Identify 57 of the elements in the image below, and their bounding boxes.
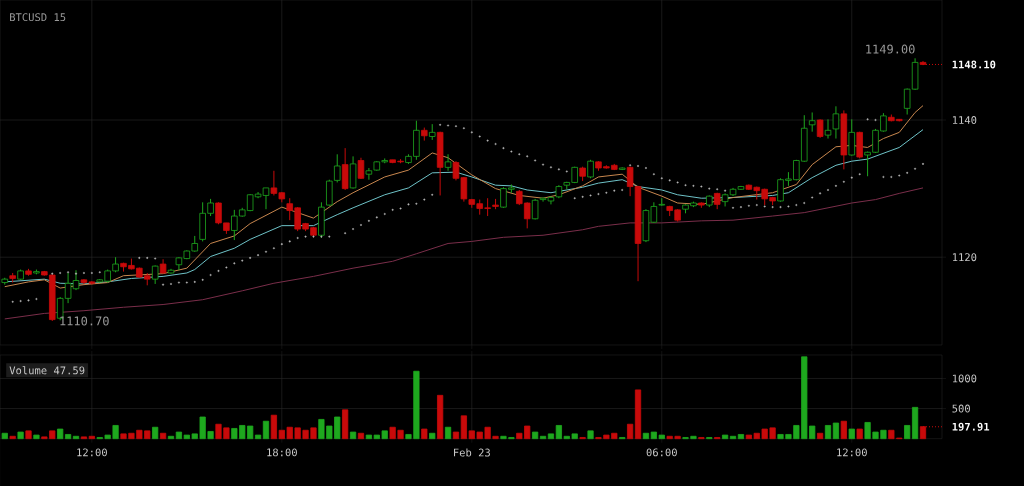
bar	[627, 423, 634, 440]
candlestick	[816, 118, 824, 139]
bar	[634, 389, 642, 440]
bar	[832, 422, 840, 440]
text: BTCUSD 15	[10, 13, 66, 22]
annotation: 1149.00	[866, 44, 915, 54]
ref-line-label: 197.91	[952, 422, 990, 431]
bar	[357, 432, 365, 440]
candlestick	[151, 264, 159, 285]
bar	[349, 431, 357, 440]
x-tick-label: 12:00	[77, 448, 107, 457]
bar	[824, 425, 832, 440]
bar	[856, 428, 863, 440]
annotation: 1110.70	[60, 316, 109, 326]
y-tick-label: 1000	[952, 374, 977, 383]
bar	[72, 435, 80, 440]
bar	[1, 432, 8, 440]
bar	[25, 430, 32, 440]
bar	[437, 394, 444, 440]
bar	[9, 435, 16, 440]
bar	[817, 432, 824, 440]
ref-line-label: 1148.10	[952, 60, 996, 69]
bar	[254, 434, 262, 440]
bar	[33, 434, 40, 440]
bar	[737, 434, 745, 440]
bar	[642, 432, 650, 440]
bar	[587, 430, 594, 440]
text: Volume 47.59	[9, 366, 85, 375]
bar	[729, 435, 737, 440]
y-tick-label: 500	[952, 404, 970, 413]
x-tick-label: Feb 23	[454, 448, 490, 457]
bar	[262, 420, 270, 440]
bar	[421, 428, 428, 440]
bar	[342, 409, 349, 440]
bar	[722, 434, 729, 440]
bar	[452, 431, 460, 440]
candlestick	[444, 153, 452, 172]
bar	[840, 420, 847, 440]
y-tick-label: 1140	[952, 116, 977, 124]
candlestick	[808, 111, 816, 133]
bar	[167, 435, 175, 440]
bar	[848, 428, 855, 440]
y-tick-label: 1120	[952, 253, 977, 262]
x-tick-label: 12:00	[837, 448, 867, 457]
bar	[159, 432, 167, 440]
x-tick-label: 18:00	[267, 448, 297, 457]
bar	[539, 435, 547, 440]
bar	[152, 426, 159, 440]
bar	[532, 431, 539, 440]
bar	[17, 431, 24, 440]
bar	[444, 426, 452, 440]
candlestick	[832, 105, 840, 140]
x-tick-label: 06:00	[646, 448, 677, 457]
bar	[429, 432, 436, 440]
candlestick	[848, 118, 856, 157]
bar	[547, 433, 555, 440]
candlestick	[824, 118, 832, 140]
